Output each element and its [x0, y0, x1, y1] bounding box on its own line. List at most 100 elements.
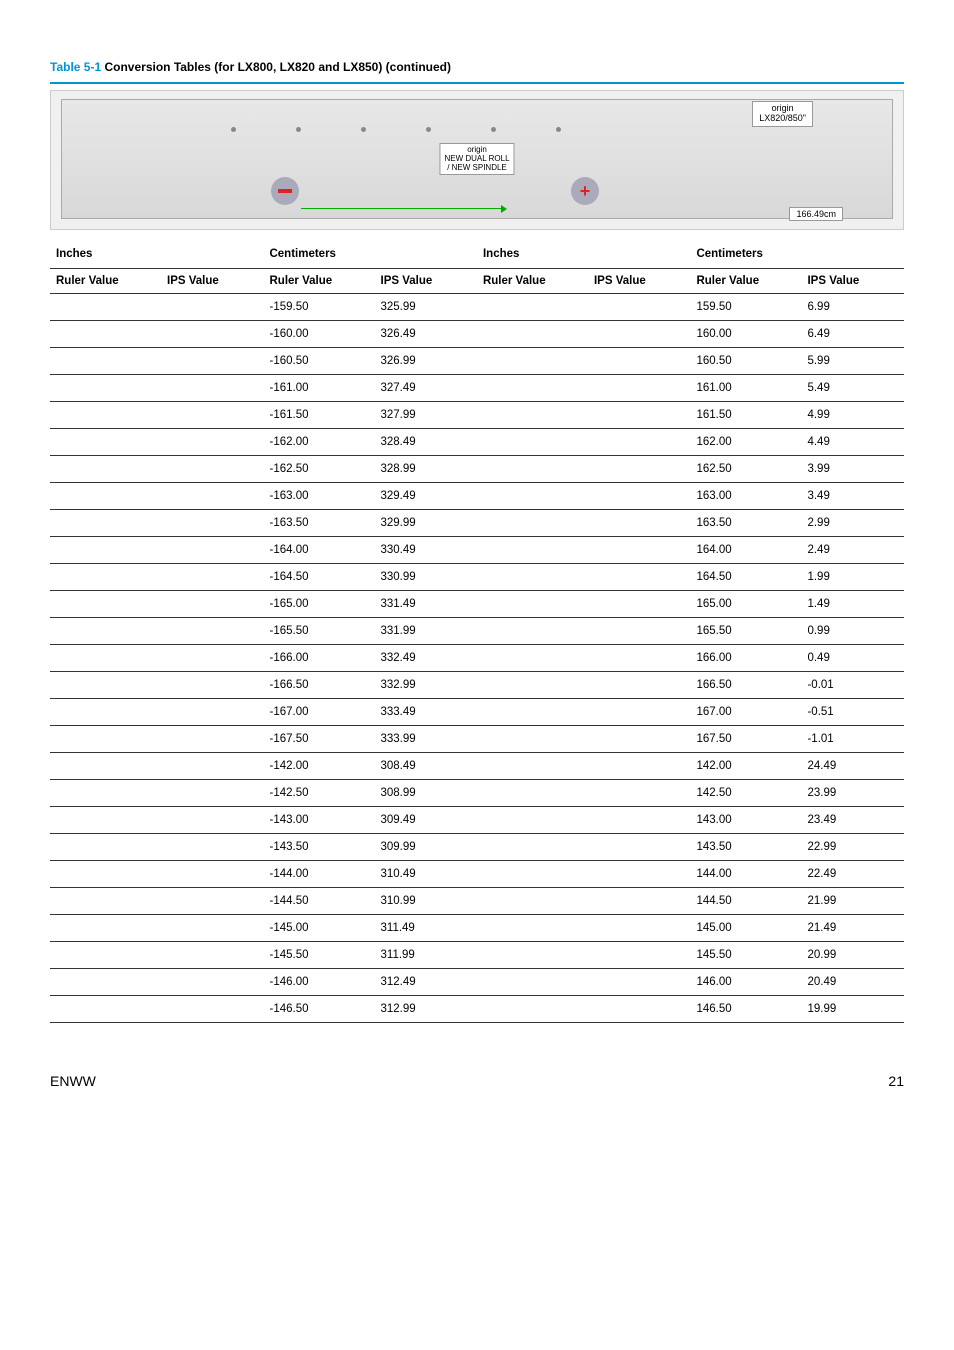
- table-cell: [477, 321, 588, 348]
- minus-icon: [271, 177, 299, 205]
- table-caption: Table 5-1 Conversion Tables (for LX800, …: [50, 60, 904, 74]
- table-cell: 1.99: [801, 564, 904, 591]
- table-cell: [477, 510, 588, 537]
- table-cell: 308.99: [375, 780, 477, 807]
- table-row: -164.00330.49164.002.49: [50, 537, 904, 564]
- table-cell: [50, 861, 161, 888]
- table-cell: 327.99: [375, 402, 477, 429]
- table-row: -142.00308.49142.0024.49: [50, 753, 904, 780]
- table-cell: [50, 402, 161, 429]
- table-cell: -144.50: [263, 888, 374, 915]
- table-row: -167.00333.49167.00-0.51: [50, 699, 904, 726]
- table-cell: 329.99: [375, 510, 477, 537]
- table-cell: 23.99: [801, 780, 904, 807]
- table-cell: 332.49: [375, 645, 477, 672]
- table-cell: 311.49: [375, 915, 477, 942]
- table-cell: [588, 942, 690, 969]
- table-row: -164.50330.99164.501.99: [50, 564, 904, 591]
- table-cell: [588, 510, 690, 537]
- table-cell: -160.50: [263, 348, 374, 375]
- table-cell: [477, 402, 588, 429]
- table-cell: [588, 645, 690, 672]
- table-cell: [477, 429, 588, 456]
- table-cell: [477, 996, 588, 1023]
- table-cell: [161, 861, 263, 888]
- table-cell: [50, 564, 161, 591]
- table-cell: 160.00: [690, 321, 801, 348]
- table-cell: [161, 915, 263, 942]
- group-header: Inches: [477, 240, 690, 269]
- table-cell: 164.00: [690, 537, 801, 564]
- table-cell: [588, 807, 690, 834]
- table-row: -146.00312.49146.0020.49: [50, 969, 904, 996]
- table-cell: 20.49: [801, 969, 904, 996]
- table-row: -143.50309.99143.5022.99: [50, 834, 904, 861]
- table-cell: 333.99: [375, 726, 477, 753]
- table-cell: -162.50: [263, 456, 374, 483]
- table-cell: -144.00: [263, 861, 374, 888]
- table-cell: [161, 780, 263, 807]
- table-cell: 328.99: [375, 456, 477, 483]
- table-cell: -163.50: [263, 510, 374, 537]
- footer-left: ENWW: [50, 1073, 96, 1089]
- table-cell: [161, 807, 263, 834]
- table-cell: [50, 375, 161, 402]
- table-cell: 328.49: [375, 429, 477, 456]
- table-cell: 3.49: [801, 483, 904, 510]
- col-header: IPS Value: [801, 269, 904, 294]
- table-cell: [477, 672, 588, 699]
- table-cell: -146.50: [263, 996, 374, 1023]
- table-cell: -160.00: [263, 321, 374, 348]
- table-cell: [588, 348, 690, 375]
- table-cell: -161.00: [263, 375, 374, 402]
- table-cell: 143.50: [690, 834, 801, 861]
- table-cell: [588, 969, 690, 996]
- table-cell: [588, 402, 690, 429]
- table-cell: [50, 537, 161, 564]
- table-cell: -145.50: [263, 942, 374, 969]
- table-cell: [477, 483, 588, 510]
- col-header: Ruler Value: [50, 269, 161, 294]
- table-cell: [588, 861, 690, 888]
- col-header: IPS Value: [161, 269, 263, 294]
- table-cell: [50, 672, 161, 699]
- table-cell: [50, 807, 161, 834]
- table-cell: -167.00: [263, 699, 374, 726]
- table-cell: 326.49: [375, 321, 477, 348]
- table-cell: 20.99: [801, 942, 904, 969]
- table-cell: [161, 942, 263, 969]
- table-cell: [161, 429, 263, 456]
- table-cell: [50, 753, 161, 780]
- table-cell: 159.50: [690, 294, 801, 321]
- table-cell: 308.49: [375, 753, 477, 780]
- table-cell: -142.00: [263, 753, 374, 780]
- table-cell: 145.50: [690, 942, 801, 969]
- table-cell: 167.50: [690, 726, 801, 753]
- table-cell: -143.00: [263, 807, 374, 834]
- group-header: Centimeters: [690, 240, 904, 269]
- table-cell: -163.00: [263, 483, 374, 510]
- table-cell: [477, 375, 588, 402]
- table-cell: [477, 861, 588, 888]
- table-cell: [161, 996, 263, 1023]
- table-cell: [588, 996, 690, 1023]
- table-cell: -166.00: [263, 645, 374, 672]
- table-cell: [161, 888, 263, 915]
- table-cell: -167.50: [263, 726, 374, 753]
- col-header: IPS Value: [588, 269, 690, 294]
- table-cell: [588, 726, 690, 753]
- table-group-header-row: Inches Centimeters Inches Centimeters: [50, 240, 904, 269]
- table-cell: [161, 564, 263, 591]
- table-row: -163.50329.99163.502.99: [50, 510, 904, 537]
- table-cell: [50, 780, 161, 807]
- table-row: -161.50327.99161.504.99: [50, 402, 904, 429]
- table-cell: [477, 726, 588, 753]
- table-cell: [161, 618, 263, 645]
- table-cell: 0.99: [801, 618, 904, 645]
- table-cell: [588, 564, 690, 591]
- table-cell: [477, 645, 588, 672]
- table-cell: -142.50: [263, 780, 374, 807]
- table-cell: [50, 969, 161, 996]
- table-cell: [161, 348, 263, 375]
- table-row: -160.50326.99160.505.99: [50, 348, 904, 375]
